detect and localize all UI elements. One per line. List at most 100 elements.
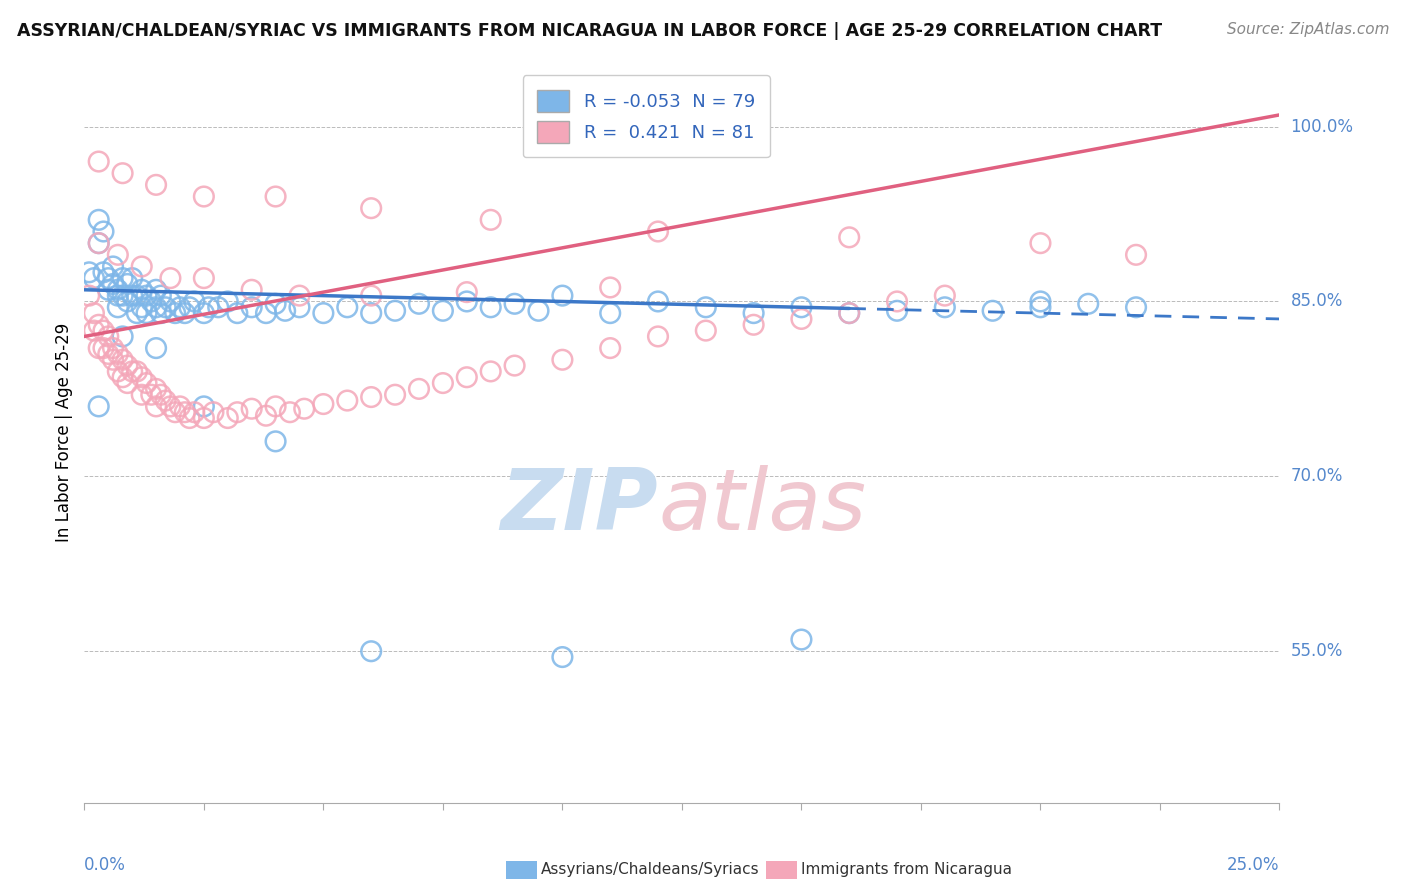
Point [87,400,110,414]
Point [165,405,187,419]
Point [312,306,335,320]
Legend: R = -0.053  N = 79, R =  0.421  N = 81: R = -0.053 N = 79, R = 0.421 N = 81 [523,75,769,157]
Point [117,359,139,373]
Point [456,294,478,309]
Point [117,294,139,309]
Point [93,341,115,355]
Point [131,300,153,314]
Point [278,405,301,419]
Point [173,405,195,419]
Point [240,283,263,297]
Point [217,294,239,309]
Point [149,388,172,402]
Point [288,288,311,302]
Point [254,306,277,320]
Point [254,409,277,423]
Point [111,329,134,343]
Point [145,178,167,192]
Text: 100.0%: 100.0% [1291,118,1354,136]
Point [135,288,157,302]
Point [145,400,167,414]
Text: Immigrants from Nicaragua: Immigrants from Nicaragua [801,863,1012,877]
Point [240,300,263,314]
Point [159,294,181,309]
Point [111,288,134,302]
Point [135,376,157,390]
Text: 55.0%: 55.0% [1291,642,1343,660]
Point [135,306,157,320]
Point [159,271,181,285]
Point [360,306,382,320]
Point [408,297,430,311]
Point [647,225,669,239]
Point [647,294,669,309]
Point [87,154,110,169]
Point [145,300,167,314]
Point [226,306,249,320]
Point [83,306,105,320]
Point [93,225,115,239]
Point [149,306,172,320]
Point [599,306,621,320]
Point [432,303,454,318]
Point [93,265,115,279]
Point [360,644,382,658]
Point [141,388,163,402]
Point [107,288,129,302]
Point [1077,297,1099,311]
Point [125,306,148,320]
Point [336,393,359,408]
Point [336,300,359,314]
Point [226,405,249,419]
Point [159,400,181,414]
Point [360,390,382,404]
Point [790,300,813,314]
Point [599,341,621,355]
Point [87,236,110,251]
Text: Source: ZipAtlas.com: Source: ZipAtlas.com [1226,22,1389,37]
Point [1125,248,1147,262]
Point [131,260,153,274]
Point [292,401,315,416]
Point [551,288,574,302]
Point [264,297,287,311]
Point [240,401,263,416]
Point [97,271,120,285]
Point [111,271,134,285]
Point [384,388,406,402]
Point [107,347,129,361]
Point [838,230,860,244]
Point [360,288,382,302]
Point [551,352,574,367]
Point [155,300,177,314]
Y-axis label: In Labor Force | Age 25-29: In Labor Force | Age 25-29 [55,323,73,542]
Point [647,329,669,343]
Point [264,189,287,203]
Point [384,303,406,318]
Point [179,411,201,425]
Point [97,329,120,343]
Point [217,411,239,425]
Point [886,294,908,309]
Point [165,306,187,320]
Point [408,382,430,396]
Point [695,324,717,338]
Text: ZIP: ZIP [501,465,658,549]
Point [1029,300,1052,314]
Point [125,364,148,378]
Point [117,376,139,390]
Point [121,271,143,285]
Point [125,288,148,302]
Point [87,236,110,251]
Point [169,400,191,414]
Text: Assyrians/Chaldeans/Syriacs: Assyrians/Chaldeans/Syriacs [541,863,759,877]
Point [886,303,908,318]
Point [479,212,502,227]
Text: ASSYRIAN/CHALDEAN/SYRIAC VS IMMIGRANTS FROM NICARAGUA IN LABOR FORCE | AGE 25-29: ASSYRIAN/CHALDEAN/SYRIAC VS IMMIGRANTS F… [17,22,1161,40]
Text: 25.0%: 25.0% [1227,856,1279,874]
Point [101,260,124,274]
Point [93,324,115,338]
Point [183,294,205,309]
Point [360,201,382,215]
Point [1029,236,1052,251]
